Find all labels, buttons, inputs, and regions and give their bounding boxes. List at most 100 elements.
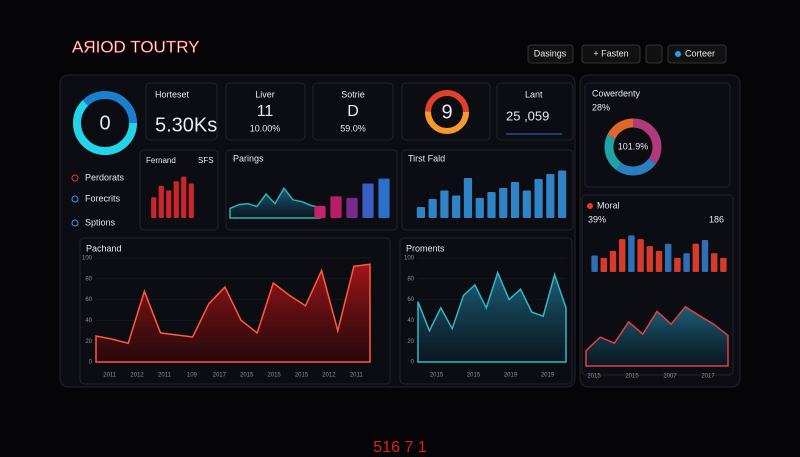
bar xyxy=(151,197,157,218)
bar xyxy=(499,188,508,218)
kpi-card xyxy=(401,82,491,141)
card-title: Parings xyxy=(233,153,264,163)
bar xyxy=(166,190,172,218)
y-tick-label: 20 xyxy=(407,339,414,345)
x-label: 2015 xyxy=(587,374,601,380)
bar xyxy=(591,255,598,272)
button-label[interactable]: Corteer xyxy=(685,48,715,58)
x-label: 2007 xyxy=(663,374,677,380)
card-tag: SFS xyxy=(198,156,214,165)
donut-segment xyxy=(604,118,662,176)
kpi-sub: 10.00% xyxy=(250,123,281,133)
card-title: Moral xyxy=(597,200,620,210)
menu-item[interactable]: Perdorats xyxy=(85,172,125,182)
bar xyxy=(475,198,484,218)
kpi-sub: 59.0% xyxy=(340,123,366,133)
card-title: Proments xyxy=(406,243,445,253)
kpi-value: 11 xyxy=(257,103,274,120)
x-label: 2012 xyxy=(322,373,336,379)
bar xyxy=(330,196,342,218)
x-label: 2015 xyxy=(295,373,309,379)
icon-button[interactable] xyxy=(645,44,663,64)
kpi-card xyxy=(312,82,394,141)
menu-item[interactable]: Forecrits xyxy=(85,193,121,203)
x-label: 2015 xyxy=(625,374,639,380)
donut-segment xyxy=(604,118,662,176)
menu-item[interactable]: Sptions xyxy=(85,217,116,227)
area xyxy=(585,305,729,367)
y-tick-label: 60 xyxy=(85,297,92,303)
bar xyxy=(534,179,543,218)
y-tick-label: 100 xyxy=(404,256,415,262)
bar xyxy=(510,182,520,218)
x-label: 2017 xyxy=(213,373,227,379)
bar xyxy=(655,250,663,272)
y-tick-label: 0 xyxy=(411,360,415,366)
bar xyxy=(158,185,164,218)
x-label: 2012 xyxy=(130,373,144,379)
kpi-label: Sotrie xyxy=(341,89,365,99)
x-label: 109 xyxy=(187,373,198,379)
bar xyxy=(646,246,654,272)
bar xyxy=(609,250,617,272)
card-title: Tirst Fald xyxy=(408,153,445,163)
kpi-value: 25 ,059 xyxy=(506,108,549,123)
card-title: Fernand xyxy=(146,156,176,165)
bar xyxy=(522,190,531,218)
bar xyxy=(701,240,709,272)
card-title: Pachand xyxy=(86,243,122,253)
kpi-value: 5.30Ks xyxy=(155,114,217,136)
bar xyxy=(181,176,187,218)
x-label: 2019 xyxy=(504,373,518,379)
x-label: 2015 xyxy=(430,373,444,379)
bar xyxy=(416,207,426,218)
bar xyxy=(557,170,567,218)
bar xyxy=(188,183,194,218)
y-tick-label: 100 xyxy=(82,256,93,262)
x-label: 2011 xyxy=(158,373,172,379)
ring-value: 0 xyxy=(99,112,110,134)
bar xyxy=(637,239,644,272)
card-value: 186 xyxy=(709,214,724,224)
donut-segment xyxy=(604,118,662,176)
button[interactable] xyxy=(527,44,574,64)
y-tick-label: 0 xyxy=(89,360,93,366)
kpi-value: D xyxy=(347,103,359,120)
bar xyxy=(600,257,608,272)
bar xyxy=(692,243,700,272)
y-tick-label: 40 xyxy=(407,318,414,324)
bar xyxy=(173,181,179,218)
donut-center: 101.9% xyxy=(618,141,649,151)
y-tick-label: 60 xyxy=(407,297,414,303)
x-label: 2015 xyxy=(240,373,254,379)
x-label: 2015 xyxy=(467,373,481,379)
ring-accent xyxy=(73,91,137,155)
kpi-card xyxy=(145,82,218,141)
button[interactable] xyxy=(581,44,641,64)
bar xyxy=(546,174,555,218)
card-title: Cowerdenty xyxy=(592,88,641,98)
bar xyxy=(440,190,449,218)
button-label[interactable]: Dasings xyxy=(534,48,567,58)
bar xyxy=(683,253,690,272)
card-value: 39% xyxy=(588,214,606,224)
bar xyxy=(346,197,358,218)
bar xyxy=(463,178,473,218)
x-label: 2015 xyxy=(267,373,281,379)
x-label: 2019 xyxy=(541,373,555,379)
bar xyxy=(628,235,635,272)
y-tick-label: 20 xyxy=(85,339,92,345)
button[interactable] xyxy=(667,44,727,64)
card-value: 28% xyxy=(592,102,610,112)
bar xyxy=(720,257,727,272)
kpi-label: Lant xyxy=(525,89,543,99)
icon xyxy=(587,203,593,209)
button-label[interactable]: + Fasten xyxy=(593,48,628,58)
bar xyxy=(452,195,461,218)
bar xyxy=(710,253,718,272)
y-tick-label: 80 xyxy=(407,276,414,282)
icon xyxy=(71,195,79,203)
x-label: 2011 xyxy=(103,373,117,379)
kpi-card xyxy=(496,82,574,141)
